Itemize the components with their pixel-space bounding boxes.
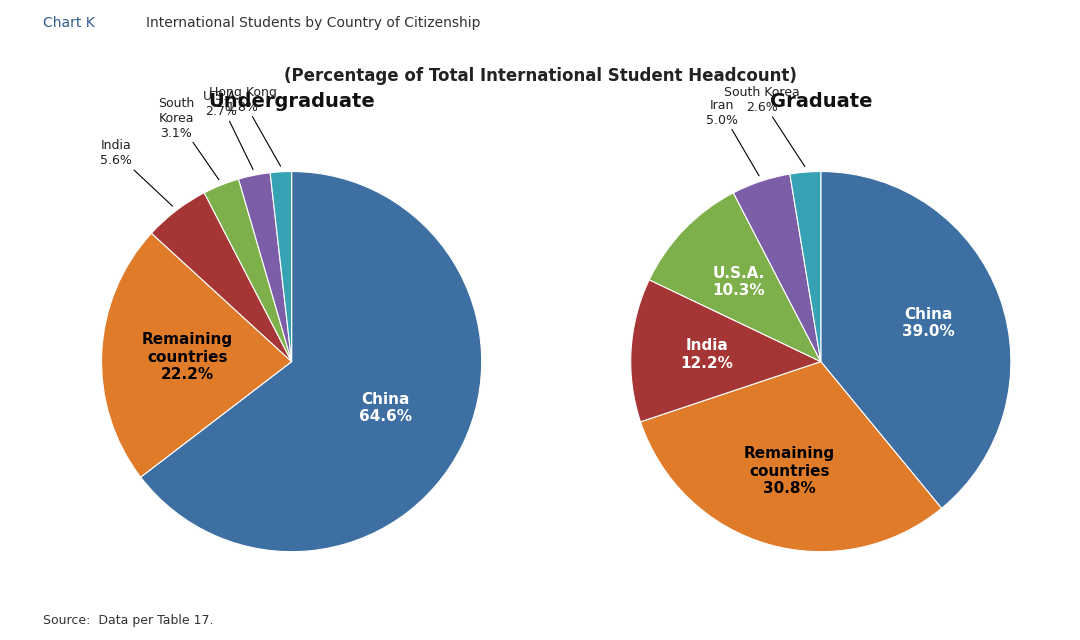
Text: Chart K: Chart K [43, 16, 95, 30]
Title: Graduate: Graduate [770, 92, 872, 111]
Text: India
5.6%: India 5.6% [100, 140, 173, 206]
Text: Remaining
countries
30.8%: Remaining countries 30.8% [744, 446, 835, 496]
Text: Source:  Data per Table 17.: Source: Data per Table 17. [43, 614, 214, 627]
Text: China
64.6%: China 64.6% [359, 392, 411, 424]
Text: International Students by Country of Citizenship: International Students by Country of Cit… [146, 16, 481, 30]
Wedge shape [640, 362, 942, 552]
Wedge shape [239, 173, 292, 362]
Wedge shape [631, 280, 821, 422]
Text: China
39.0%: China 39.0% [902, 307, 955, 339]
Text: (Percentage of Total International Student Headcount): (Percentage of Total International Stude… [284, 67, 796, 85]
Wedge shape [789, 172, 821, 362]
Wedge shape [151, 193, 292, 362]
Wedge shape [140, 172, 482, 552]
Text: Remaining
countries
22.2%: Remaining countries 22.2% [141, 332, 232, 382]
Title: Undergraduate: Undergraduate [208, 92, 375, 111]
Text: Hong Kong
1.8%: Hong Kong 1.8% [208, 86, 281, 166]
Wedge shape [821, 172, 1011, 508]
Text: U.S.A.
10.3%: U.S.A. 10.3% [713, 266, 765, 298]
Wedge shape [649, 193, 821, 362]
Wedge shape [270, 172, 292, 362]
Wedge shape [733, 174, 821, 362]
Wedge shape [102, 233, 292, 477]
Text: India
12.2%: India 12.2% [680, 339, 733, 371]
Text: South
Korea
3.1%: South Korea 3.1% [158, 97, 219, 180]
Text: Iran
5.0%: Iran 5.0% [706, 99, 759, 176]
Text: U.S.A.
2.7%: U.S.A. 2.7% [203, 90, 253, 170]
Text: South Korea
2.6%: South Korea 2.6% [724, 86, 805, 166]
Wedge shape [204, 179, 292, 362]
